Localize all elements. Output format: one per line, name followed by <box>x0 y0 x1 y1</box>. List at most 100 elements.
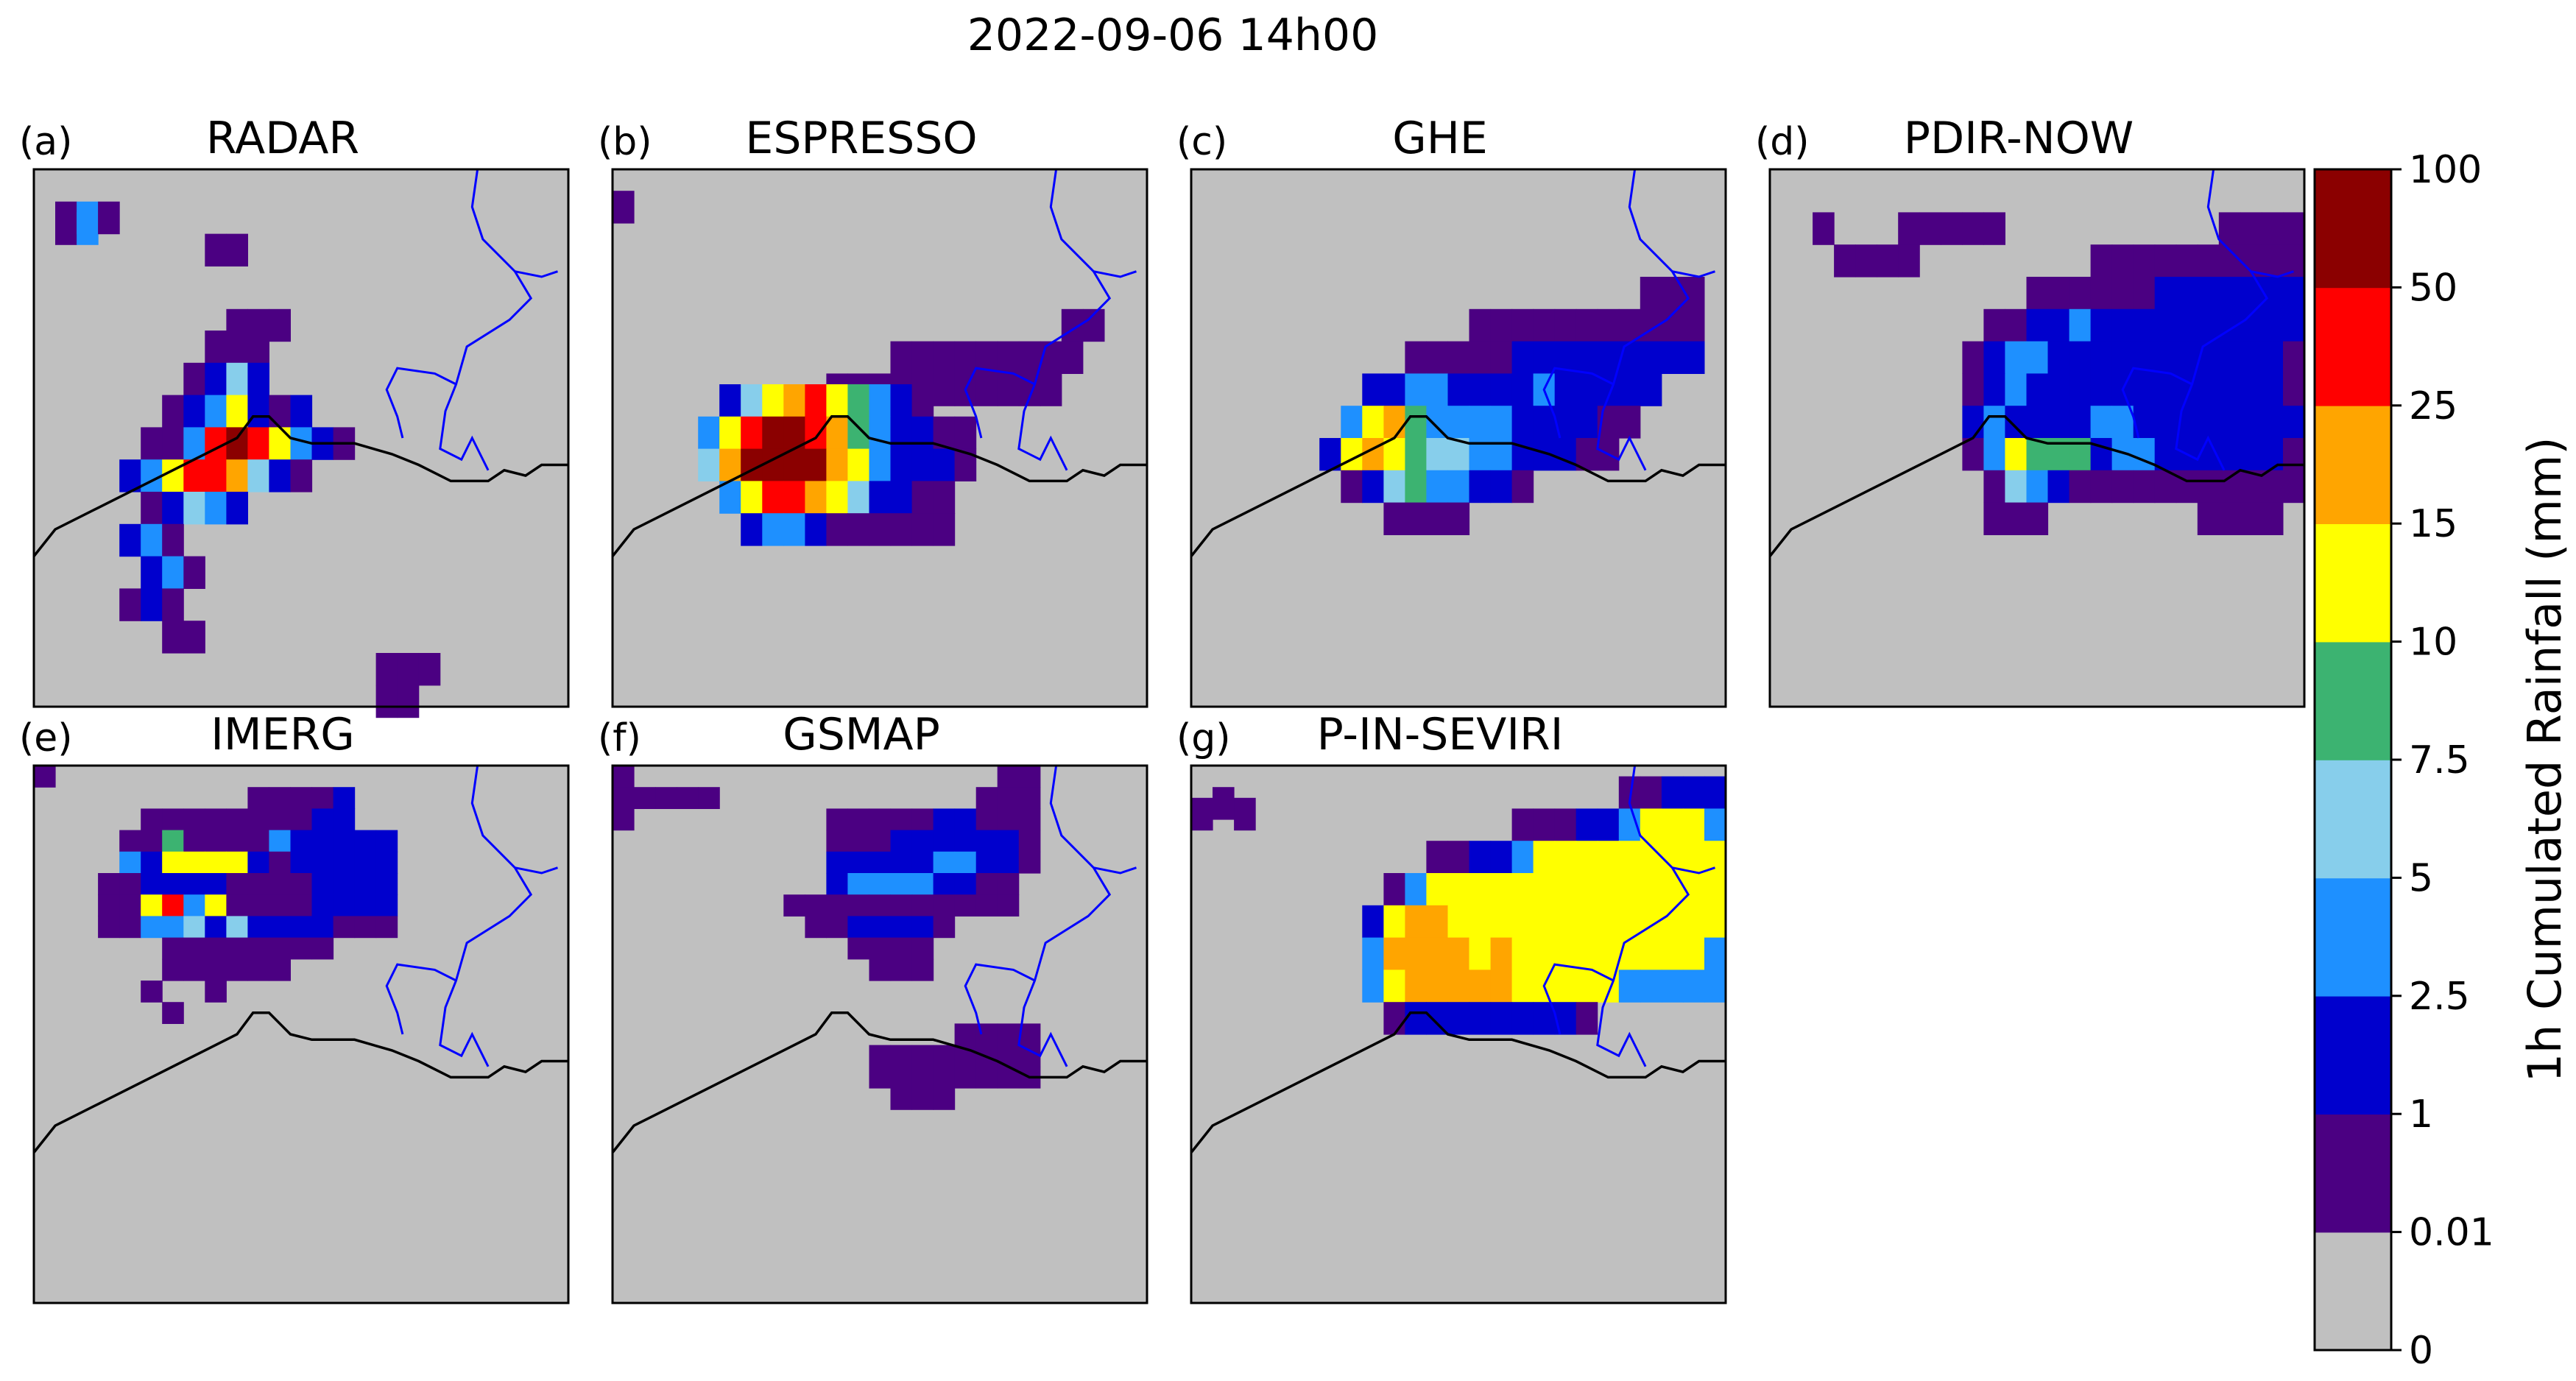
rain-cell <box>634 787 656 809</box>
coastline <box>32 1011 568 1154</box>
rain-cell <box>1490 969 1513 1003</box>
rain-cell <box>269 395 291 428</box>
panel-title: IMERG <box>211 709 355 760</box>
rain-cell <box>1962 212 1984 245</box>
rain-cell <box>1426 502 1448 535</box>
rain-cell <box>1962 406 1984 439</box>
rain-cell <box>183 873 205 895</box>
rain-cell <box>2240 212 2262 245</box>
rain-cell <box>805 448 827 481</box>
rain-cell <box>2283 341 2305 374</box>
rain-cell <box>1618 406 1641 439</box>
rain-cell <box>2111 341 2134 374</box>
rain-cell <box>741 481 763 514</box>
rain-cell <box>805 481 827 514</box>
rain-cell <box>1575 438 1598 471</box>
rain-cell <box>890 808 913 831</box>
rain-cell <box>954 416 977 450</box>
rain-cell <box>975 851 998 874</box>
rain-cell <box>1469 937 1492 970</box>
rain-cell <box>826 481 848 514</box>
rain-cell <box>141 851 163 874</box>
rain-cell <box>1704 776 1726 809</box>
rain-cell <box>805 894 827 916</box>
river-line <box>1093 866 1137 875</box>
rain-cell <box>226 916 248 939</box>
rain-cell <box>2005 373 2027 406</box>
rain-cell <box>1362 373 1384 406</box>
panels-group: (a) RADAR (b) ESPRESSO (c) GHE (d) PDIR-NOW (e) I… <box>19 113 2306 1304</box>
rain-cell <box>375 894 398 916</box>
rain-cell <box>2240 502 2262 535</box>
rain-cell <box>933 448 956 481</box>
rain-cell <box>783 448 805 481</box>
rain-cell <box>1554 969 1577 1003</box>
rain-cell <box>2197 406 2220 439</box>
rain-cell <box>783 513 805 546</box>
rain-cell <box>98 201 120 235</box>
rain-cell <box>397 685 420 718</box>
rain-cell <box>1490 373 1513 406</box>
rain-cell <box>1490 470 1513 504</box>
rain-cell <box>1704 905 1726 939</box>
rain-cell <box>1018 1045 1041 1067</box>
colorbar-tick-label: 1 <box>2409 1092 2433 1137</box>
rain-cell <box>1941 212 1963 245</box>
rain-cell <box>162 427 184 460</box>
rain-cell <box>2283 406 2305 439</box>
rain-cell <box>269 958 291 981</box>
rain-cell <box>162 937 184 960</box>
rain-cell <box>205 808 227 831</box>
rain-cell <box>975 787 998 809</box>
panel-label: (c) <box>1176 120 1227 164</box>
rain-cell <box>805 513 827 546</box>
rain-cell <box>975 873 998 895</box>
colorbar-tick-label: 5 <box>2409 856 2433 900</box>
rain-cell <box>2090 308 2113 342</box>
rain-cell <box>162 808 184 831</box>
rain-cell <box>1405 1002 1427 1035</box>
rain-cell <box>1405 873 1427 906</box>
river-line <box>1596 169 1690 471</box>
rain-cell <box>247 362 269 396</box>
rain-cell <box>1213 787 1235 820</box>
coastline <box>611 415 1147 557</box>
rain-cell <box>1447 341 1470 374</box>
rain-cell <box>2240 373 2262 406</box>
rain-cell <box>954 1066 977 1089</box>
rain-cell <box>1597 808 1620 841</box>
rain-cell <box>911 341 934 374</box>
rain-cell <box>311 787 334 809</box>
colorbar-label: 1h Cumulated Rainfall (mm) <box>2518 437 2572 1083</box>
rain-cell <box>847 916 869 939</box>
rain-cell <box>2176 308 2198 342</box>
rain-cell <box>2111 244 2134 278</box>
colorbar-tick-label: 100 <box>2409 148 2482 192</box>
rain-cell <box>2176 341 2198 374</box>
rain-cell <box>141 981 163 1003</box>
rain-cell <box>1983 308 2005 342</box>
rain-cell <box>1618 937 1641 970</box>
rain-cell <box>997 851 1020 874</box>
rain-cell <box>2111 277 2134 310</box>
rain-cell <box>933 808 956 831</box>
colorbar-tick-label: 7.5 <box>2409 738 2470 783</box>
rain-cell <box>2133 244 2156 278</box>
rain-cell <box>1383 969 1405 1003</box>
rain-cell <box>933 1045 956 1067</box>
rain-cell <box>1618 905 1641 939</box>
rain-cell <box>162 830 184 852</box>
rain-cell <box>2283 212 2305 245</box>
rain-cell <box>2069 308 2092 342</box>
river-line <box>2251 270 2294 278</box>
rain-cell <box>1191 797 1213 831</box>
rain-cell <box>954 808 977 831</box>
rain-cell <box>890 341 913 374</box>
rain-cell <box>247 459 269 492</box>
rain-cell <box>162 621 184 654</box>
rain-cell <box>2240 406 2262 439</box>
rain-cell <box>1362 438 1384 471</box>
rain-cell <box>183 492 205 525</box>
rain-cell <box>2090 341 2113 374</box>
rain-cell <box>933 481 956 514</box>
